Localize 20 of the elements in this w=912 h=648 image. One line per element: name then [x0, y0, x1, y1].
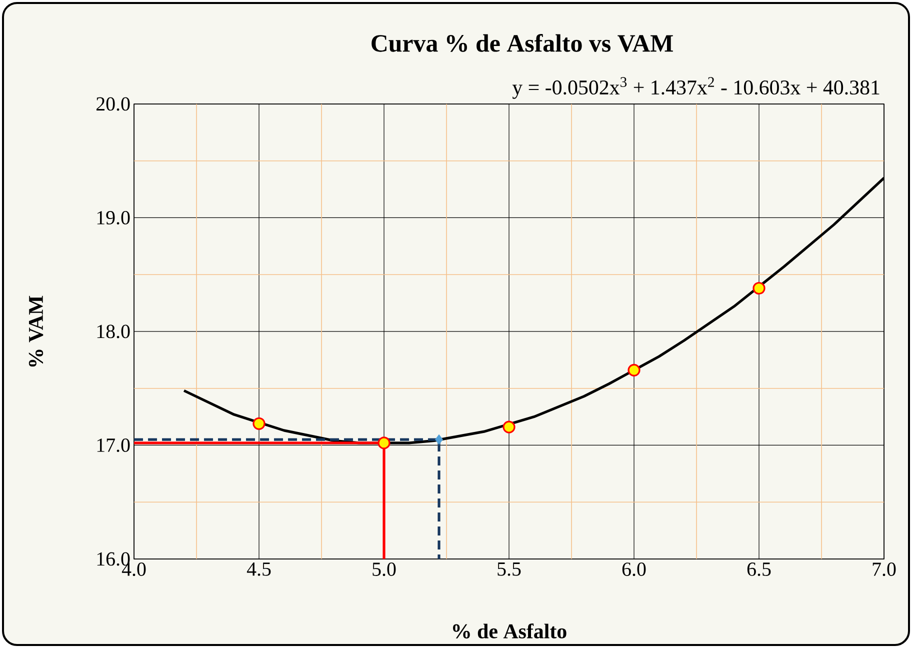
point	[252, 417, 266, 430]
point	[752, 282, 766, 295]
x-tick-label: 6.5	[747, 562, 771, 576]
y-tick-label: 20.0	[96, 97, 130, 111]
y-tick-label: 17.0	[97, 438, 130, 452]
x-axis-title: % de Asfalto	[453, 623, 566, 638]
point	[628, 364, 640, 376]
point	[502, 420, 516, 434]
y-axis-title: % VAM	[28, 296, 44, 367]
x-tick-label: 4.5	[246, 562, 271, 576]
y-tick-label: 19.0	[97, 210, 130, 224]
point	[435, 434, 443, 445]
y-tick-label: 18.0	[97, 324, 130, 338]
chart-title: Curva % de Asfalto vs VAM	[372, 34, 673, 52]
x-tick-label: 5.5	[498, 562, 521, 576]
x-tick-label: 5.0	[372, 562, 396, 576]
x-tick-label: 6.0	[622, 562, 646, 576]
text: y = -0.0502x$^{3}$ + 1.437x$^{2}$ - 10.603x + 40.381	[512, 77, 880, 99]
x-tick-label: 7.0	[872, 562, 896, 576]
point	[378, 436, 390, 450]
